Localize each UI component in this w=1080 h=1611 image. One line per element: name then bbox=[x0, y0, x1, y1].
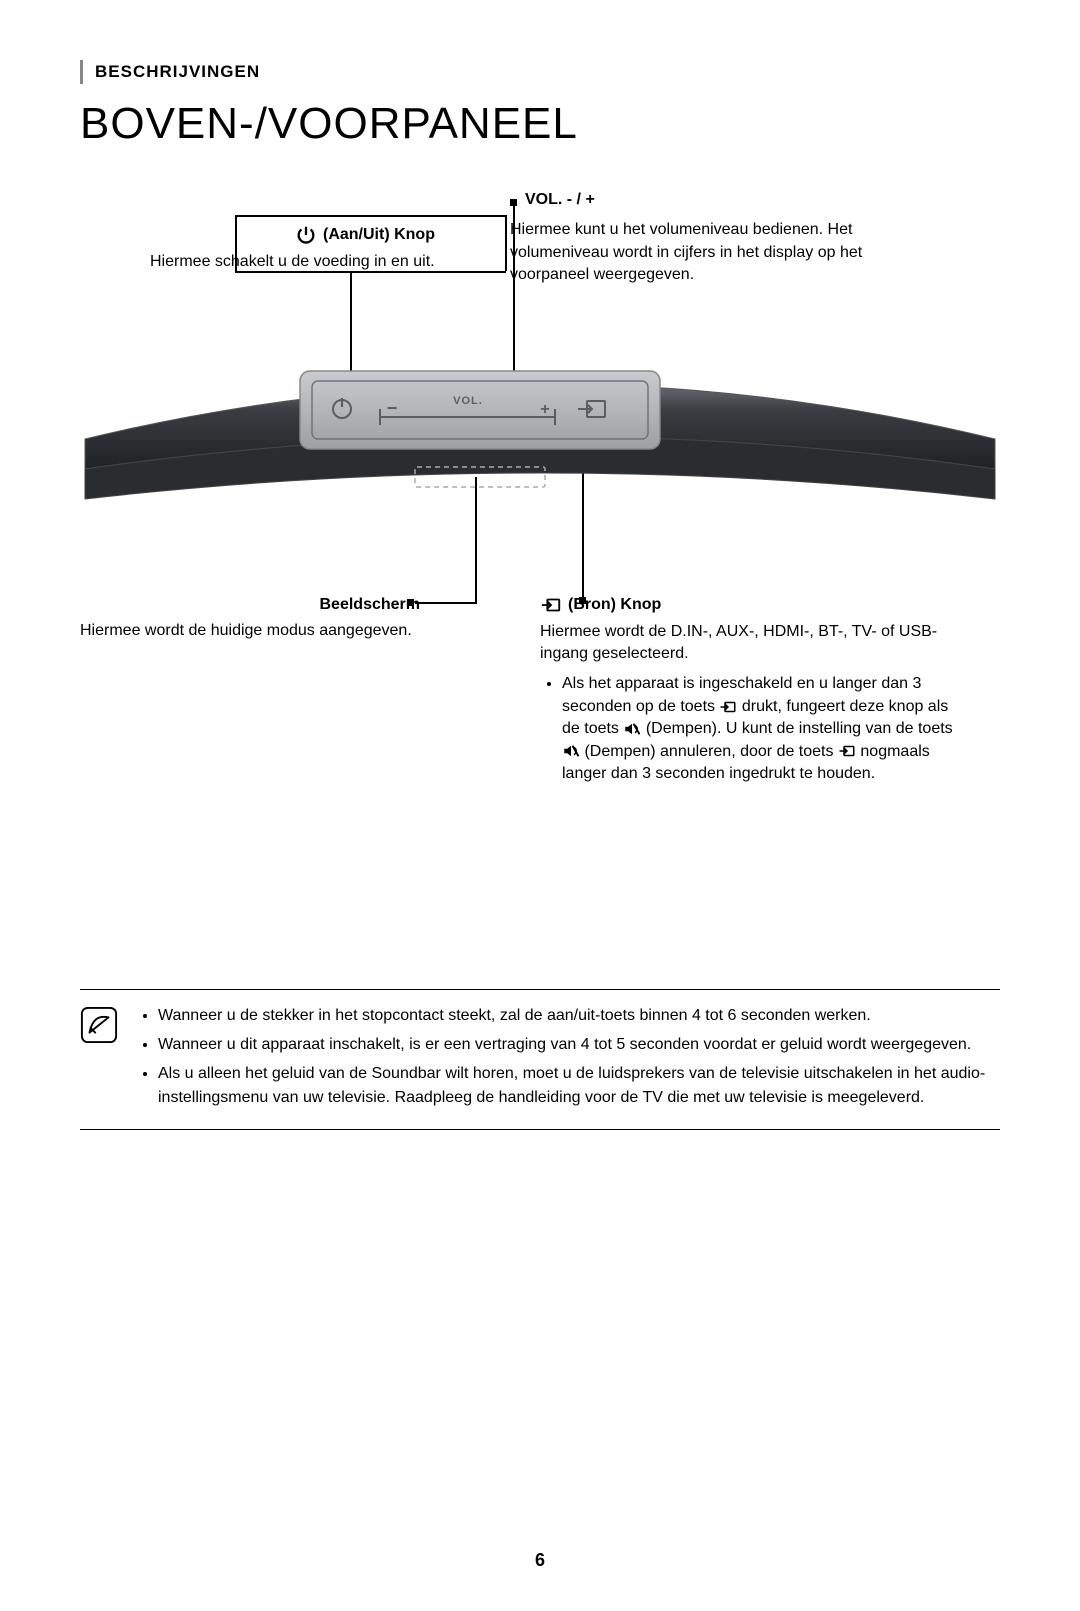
callout-source-bullet-list: Als het apparaat is ingeschakeld en u la… bbox=[540, 673, 970, 785]
page-number: 6 bbox=[80, 1550, 1000, 1571]
svg-text:VOL.: VOL. bbox=[453, 395, 483, 407]
text-span: (Dempen). U kunt de instelling van de to… bbox=[646, 720, 953, 737]
leader-line bbox=[235, 215, 237, 271]
note-item: Als u alleen het geluid van de Soundbar … bbox=[158, 1062, 1000, 1108]
svg-text:+: + bbox=[540, 401, 549, 418]
leader-line bbox=[505, 215, 507, 271]
section-label: BESCHRIJVINGEN bbox=[95, 62, 260, 82]
callout-source: (Bron) Knop Hiermee wordt de D.IN-, AUX-… bbox=[540, 594, 970, 787]
callout-volume: VOL. - / + Hiermee kunt u het volumenive… bbox=[510, 189, 940, 287]
source-icon bbox=[540, 594, 562, 617]
mute-icon bbox=[623, 720, 641, 737]
page-title: BOVEN-/VOORPANEEL bbox=[80, 99, 1000, 149]
note-icon bbox=[80, 1006, 118, 1044]
leader-line bbox=[235, 271, 506, 273]
svg-text:−: − bbox=[387, 398, 398, 418]
callout-volume-desc: Hiermee kunt u het volumeniveau bedienen… bbox=[510, 219, 940, 286]
section-header: BESCHRIJVINGEN bbox=[80, 60, 1000, 84]
callout-source-title: (Bron) Knop bbox=[568, 594, 661, 616]
mute-icon bbox=[562, 743, 580, 760]
section-accent-bar bbox=[80, 60, 83, 84]
callout-source-bullet: Als het apparaat is ingeschakeld en u la… bbox=[562, 673, 970, 785]
text-span: (Dempen) annuleren, door de toets bbox=[584, 743, 837, 760]
note-item: Wanneer u dit apparaat inschakelt, is er… bbox=[158, 1033, 1000, 1056]
notes-list: Wanneer u de stekker in het stopcontact … bbox=[136, 1004, 1000, 1115]
callout-display-desc: Hiermee wordt de huidige modus aangegeve… bbox=[80, 620, 450, 642]
notes-box: Wanneer u de stekker in het stopcontact … bbox=[80, 989, 1000, 1130]
callout-power: (Aan/Uit) Knop Hiermee schakelt u de voe… bbox=[150, 224, 510, 273]
source-icon bbox=[719, 698, 737, 715]
note-item: Wanneer u de stekker in het stopcontact … bbox=[158, 1004, 1000, 1027]
diagram-area: (Aan/Uit) Knop Hiermee schakelt u de voe… bbox=[80, 189, 1000, 949]
callout-volume-title: VOL. - / + bbox=[525, 189, 595, 211]
callout-display: Beeldscherm Hiermee wordt de huidige mod… bbox=[80, 594, 450, 643]
source-icon bbox=[838, 743, 856, 760]
callout-source-desc: Hiermee wordt de D.IN-, AUX-, HDMI-, BT-… bbox=[540, 621, 970, 666]
leader-line bbox=[235, 215, 505, 217]
callout-display-title: Beeldscherm bbox=[80, 594, 450, 616]
callout-power-desc: Hiermee schakelt u de voeding in en uit. bbox=[150, 251, 510, 273]
callout-power-title: (Aan/Uit) Knop bbox=[323, 224, 435, 246]
device-illustration: − VOL. + bbox=[80, 359, 1000, 559]
power-icon bbox=[295, 224, 317, 247]
